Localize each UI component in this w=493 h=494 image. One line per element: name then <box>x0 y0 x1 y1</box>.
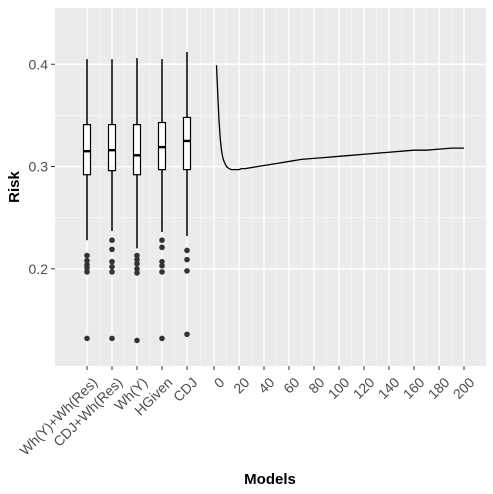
x-tick-label: 140 <box>375 374 403 402</box>
outlier-point <box>159 237 165 243</box>
outlier-point <box>84 257 90 264</box>
box-body <box>132 124 142 176</box>
outlier-point <box>184 247 190 254</box>
box-body <box>182 116 192 171</box>
outlier-point <box>109 269 115 275</box>
outlier-point <box>184 256 190 263</box>
y-tick-label: 0.4 <box>29 56 49 72</box>
outlier-point <box>184 331 190 338</box>
plot-panel <box>55 8 486 366</box>
outlier-point <box>84 252 90 259</box>
outlier-point <box>84 335 90 342</box>
outlier-point <box>134 337 140 344</box>
y-tick-label: 0.3 <box>29 159 49 175</box>
outlier-point <box>109 335 115 342</box>
x-tick-label: 200 <box>450 374 478 402</box>
box-body <box>107 124 117 172</box>
box-1 <box>107 59 117 342</box>
outlier-point <box>134 270 140 276</box>
outlier-point <box>84 269 90 275</box>
x-tick-label: 40 <box>255 374 277 396</box>
box-0 <box>82 59 92 342</box>
box-3 <box>157 59 167 342</box>
line-series <box>215 65 464 171</box>
y-axis-title: Risk <box>6 171 23 203</box>
outlier-point <box>159 244 165 251</box>
x-tick-label: 100 <box>325 374 353 402</box>
x-tick-label: 180 <box>425 374 453 402</box>
outlier-point <box>109 237 115 243</box>
outlier-point <box>159 269 165 275</box>
outlier-point <box>109 258 115 265</box>
outlier-point <box>109 246 115 253</box>
outlier-point <box>159 262 165 269</box>
x-tick-label: 160 <box>400 374 428 402</box>
outlier-point <box>159 335 165 342</box>
outlier-point <box>109 263 115 270</box>
box-4 <box>182 51 192 338</box>
box-2 <box>132 58 142 344</box>
box-body <box>82 124 92 176</box>
x-tick-label: 80 <box>305 374 327 396</box>
outlier-point <box>184 268 190 274</box>
box-plots <box>82 51 192 344</box>
outlier-point <box>134 252 140 259</box>
risk-line <box>215 65 464 171</box>
x-tick-label: 0 <box>211 374 228 391</box>
outlier-point <box>159 258 165 265</box>
x-tick-label: 60 <box>280 374 302 396</box>
outlier-point <box>134 256 140 263</box>
outlier-point <box>134 260 140 267</box>
x-tick-label: 120 <box>350 374 378 402</box>
x-tick-label: CDJ <box>170 374 201 405</box>
x-tick-label: 20 <box>230 374 252 396</box>
outlier-point <box>84 265 90 271</box>
x-axis-title: Models <box>244 471 296 488</box>
outlier-point <box>134 266 140 272</box>
y-tick-label: 0.2 <box>29 261 49 277</box>
